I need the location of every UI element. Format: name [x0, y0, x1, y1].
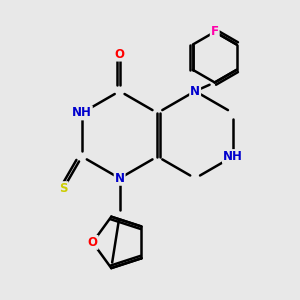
Text: N: N — [115, 172, 124, 185]
Text: NH: NH — [223, 150, 243, 163]
Text: NH: NH — [72, 106, 92, 119]
Text: F: F — [211, 26, 219, 38]
Text: O: O — [88, 236, 98, 249]
Text: S: S — [59, 182, 68, 195]
Text: O: O — [115, 48, 124, 61]
Text: N: N — [190, 85, 200, 98]
